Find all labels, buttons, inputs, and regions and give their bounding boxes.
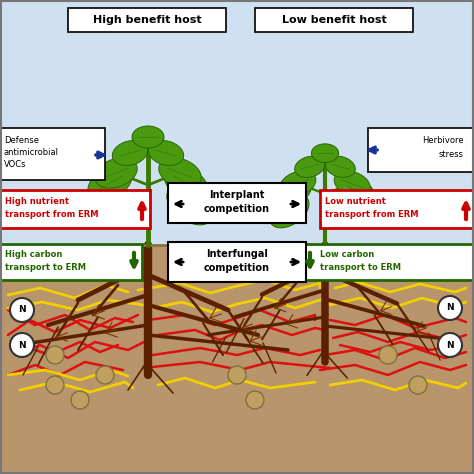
Circle shape — [228, 366, 246, 384]
Text: Low benefit host: Low benefit host — [282, 15, 386, 25]
Ellipse shape — [334, 171, 370, 197]
Ellipse shape — [270, 194, 309, 228]
FancyBboxPatch shape — [368, 128, 474, 172]
FancyBboxPatch shape — [0, 244, 142, 280]
Circle shape — [10, 333, 34, 357]
Text: N: N — [18, 340, 26, 349]
FancyBboxPatch shape — [296, 244, 474, 280]
Ellipse shape — [325, 156, 356, 177]
Text: Interplant: Interplant — [210, 190, 264, 200]
Ellipse shape — [159, 158, 201, 188]
Circle shape — [438, 296, 462, 320]
Circle shape — [46, 376, 64, 394]
Circle shape — [46, 346, 64, 364]
Ellipse shape — [88, 165, 132, 201]
FancyBboxPatch shape — [68, 8, 226, 32]
Text: competition: competition — [204, 263, 270, 273]
Text: transport from ERM: transport from ERM — [325, 210, 419, 219]
Ellipse shape — [311, 144, 338, 163]
Ellipse shape — [338, 177, 376, 207]
FancyBboxPatch shape — [320, 190, 474, 228]
Text: High nutrient: High nutrient — [5, 197, 69, 206]
Text: transport to ERM: transport to ERM — [320, 263, 401, 272]
Bar — [0, 0, 474, 245]
Circle shape — [96, 366, 114, 384]
FancyBboxPatch shape — [255, 8, 413, 32]
Ellipse shape — [295, 156, 325, 177]
Text: N: N — [18, 306, 26, 315]
Text: VOCs: VOCs — [4, 160, 27, 169]
Text: N: N — [446, 303, 454, 312]
Ellipse shape — [132, 126, 164, 148]
Circle shape — [379, 346, 397, 364]
Bar — [0, 245, 474, 474]
Ellipse shape — [112, 140, 148, 165]
FancyBboxPatch shape — [168, 242, 306, 282]
Circle shape — [10, 298, 34, 322]
Text: Interfungal: Interfungal — [206, 249, 268, 259]
Text: competition: competition — [204, 204, 270, 214]
Text: Low carbon: Low carbon — [320, 250, 374, 259]
Ellipse shape — [164, 165, 208, 201]
Circle shape — [246, 391, 264, 409]
Ellipse shape — [341, 194, 381, 228]
Circle shape — [438, 333, 462, 357]
Ellipse shape — [95, 158, 137, 188]
Ellipse shape — [274, 177, 311, 207]
Text: High carbon: High carbon — [5, 250, 63, 259]
Text: High benefit host: High benefit host — [93, 15, 201, 25]
FancyBboxPatch shape — [168, 183, 306, 223]
FancyBboxPatch shape — [0, 128, 105, 180]
Text: Low nutrient: Low nutrient — [325, 197, 386, 206]
Ellipse shape — [343, 187, 350, 192]
Circle shape — [71, 391, 89, 409]
Text: transport from ERM: transport from ERM — [5, 210, 99, 219]
Text: antimicrobial: antimicrobial — [4, 148, 59, 157]
Ellipse shape — [148, 140, 183, 165]
Ellipse shape — [83, 185, 129, 225]
Text: N: N — [446, 340, 454, 349]
Text: Defense: Defense — [4, 136, 39, 145]
FancyBboxPatch shape — [0, 190, 150, 228]
Ellipse shape — [167, 185, 213, 225]
Text: stress: stress — [439, 150, 464, 159]
Circle shape — [409, 376, 427, 394]
Ellipse shape — [280, 171, 316, 197]
Text: Herbivore: Herbivore — [422, 136, 464, 145]
Text: transport to ERM: transport to ERM — [5, 263, 86, 272]
